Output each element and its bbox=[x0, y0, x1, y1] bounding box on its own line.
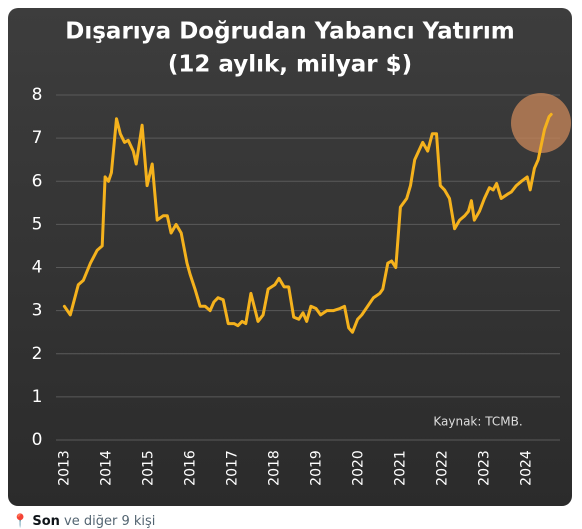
x-tick-label: 2018 bbox=[266, 450, 282, 486]
data-line bbox=[62, 112, 553, 334]
y-tick-label: 6 bbox=[32, 171, 43, 191]
footer: 📍 Son ve diğer 9 kişi bbox=[12, 514, 155, 529]
x-tick-label: 2015 bbox=[140, 450, 156, 486]
highlight-circle bbox=[511, 93, 571, 153]
y-tick-label: 0 bbox=[32, 430, 43, 450]
y-tick-label: 1 bbox=[32, 387, 43, 407]
x-tick-label: 2014 bbox=[98, 450, 114, 486]
x-tick-label: 2024 bbox=[518, 450, 534, 486]
chart-title: Dışarıya Doğrudan Yabancı Yatırım bbox=[65, 19, 514, 45]
chart: Dışarıya Doğrudan Yabancı Yatırım (12 ay… bbox=[8, 8, 572, 506]
chart-background bbox=[8, 8, 572, 506]
y-tick-label: 3 bbox=[32, 301, 43, 321]
y-tick-label: 2 bbox=[32, 344, 43, 364]
y-tick-label: 7 bbox=[32, 128, 43, 148]
x-tick-label: 2022 bbox=[434, 450, 450, 486]
x-tick-label: 2019 bbox=[308, 450, 324, 486]
x-tick-label: 2013 bbox=[56, 450, 72, 486]
chart-subtitle: (12 aylık, milyar $) bbox=[168, 52, 412, 78]
source-note: Kaynak: TCMB. bbox=[433, 415, 522, 429]
y-tick-label: 8 bbox=[32, 85, 43, 105]
footer-text: ve diğer 9 kişi bbox=[64, 514, 156, 529]
x-tick-label: 2021 bbox=[392, 450, 408, 486]
x-tick-label: 2016 bbox=[182, 450, 198, 486]
footer-bold: Son bbox=[32, 514, 60, 529]
x-tick-label: 2023 bbox=[476, 450, 492, 486]
x-tick-label: 2020 bbox=[350, 450, 366, 486]
y-tick-label: 4 bbox=[32, 258, 43, 278]
x-tick-label: 2017 bbox=[224, 450, 240, 486]
y-tick-label: 5 bbox=[32, 214, 43, 234]
pin-icon: 📍 bbox=[12, 514, 33, 529]
